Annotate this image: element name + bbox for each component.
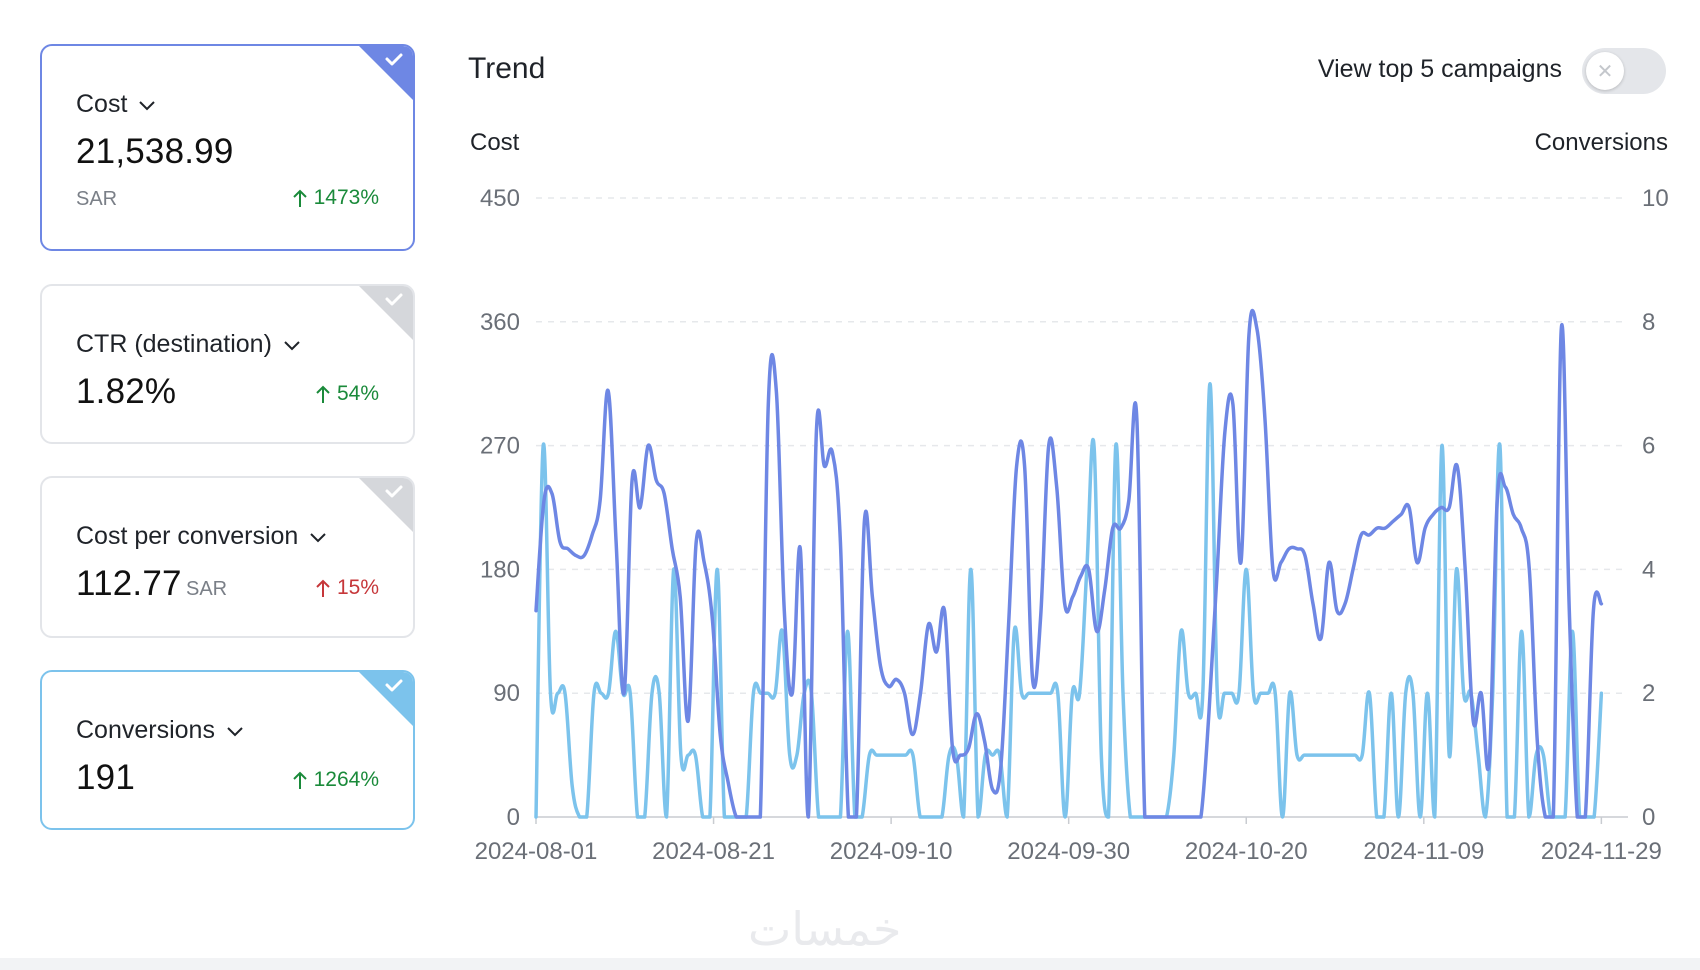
selected-corner-check-icon: [357, 46, 413, 102]
left-y-tick-label: 0: [507, 804, 520, 831]
bottom-bar: [0, 958, 1700, 970]
left-y-tick-label: 90: [493, 680, 520, 707]
metric-title-label: CTR (destination): [76, 330, 272, 358]
metric-change-value: 15%: [336, 576, 379, 599]
selected-corner-check-icon: [357, 672, 413, 728]
watermark-text: خمسات: [748, 902, 902, 956]
chevron-down-icon: [139, 100, 156, 110]
metric-title[interactable]: Conversions: [76, 716, 245, 745]
right-y-tick-label: 4: [1642, 556, 1655, 583]
right-y-tick-label: 6: [1642, 433, 1655, 460]
x-tick-label: 2024-08-01: [475, 838, 598, 865]
metric-value: 1.82%: [76, 372, 177, 411]
metric-card-cost-per-conversion[interactable]: Cost per conversion 112.77 SAR 15%: [40, 476, 415, 638]
left-axis-title: Cost: [470, 129, 520, 156]
left-y-tick-label: 180: [480, 556, 520, 583]
conversions-series-line: [534, 381, 1604, 819]
top-campaigns-toggle-label: View top 5 campaigns: [1317, 55, 1562, 83]
metric-card-ctr[interactable]: CTR (destination) 1.82% 54%: [40, 284, 415, 444]
metric-card-conversions[interactable]: Conversions 191 1264%: [40, 670, 415, 830]
metric-title-label: Cost: [76, 90, 128, 118]
metric-title-label: Cost per conversion: [76, 522, 299, 550]
arrow-up-icon: [316, 385, 330, 403]
x-tick-label: 2024-11-29: [1541, 838, 1662, 865]
metric-unit: SAR: [186, 578, 228, 600]
metric-title-label: Conversions: [76, 716, 215, 744]
metric-change: 1473%: [292, 186, 379, 210]
right-y-tick-label: 10: [1642, 185, 1669, 212]
left-y-tick-label: 360: [480, 309, 520, 336]
left-y-tick-label: 450: [480, 185, 520, 212]
right-y-tick-label: 0: [1642, 804, 1655, 831]
toggle-off-x-icon: ✕: [1586, 52, 1624, 90]
metric-change-value: 54%: [336, 382, 379, 405]
metric-change: 54%: [315, 382, 379, 406]
unselected-corner-check-icon: [357, 286, 413, 342]
top-campaigns-toggle[interactable]: ✕: [1582, 48, 1666, 94]
x-tick-label: 2024-09-30: [1007, 838, 1130, 865]
metric-title[interactable]: CTR (destination): [76, 330, 302, 359]
trend-title: Trend: [468, 52, 546, 85]
x-tick-label: 2024-08-21: [652, 838, 775, 865]
right-axis-title: Conversions: [1534, 129, 1668, 156]
metric-title[interactable]: Cost per conversion: [76, 522, 328, 551]
metric-value: 191: [76, 758, 135, 797]
arrow-up-icon: [292, 189, 307, 207]
unselected-corner-check-icon: [357, 478, 413, 534]
right-y-tick-label: 8: [1642, 309, 1655, 336]
x-tick-label: 2024-09-10: [830, 838, 953, 865]
metric-card-cost[interactable]: Cost 21,538.99 SAR 1473%: [40, 44, 415, 251]
trend-chart: 0 0 90 2 180 4 270 6 360 8 450 10 2024-08-01 2024-08-…: [475, 185, 1669, 865]
arrow-up-icon: [316, 579, 330, 597]
metric-title[interactable]: Cost: [76, 90, 157, 119]
chevron-down-icon: [284, 340, 300, 350]
metric-value: 112.77: [76, 564, 182, 603]
metric-change-value: 1264%: [313, 768, 379, 791]
chevron-down-icon: [227, 726, 243, 736]
metric-unit: SAR: [76, 188, 118, 210]
cost-series-line: [534, 308, 1604, 819]
metric-change: 15%: [315, 576, 379, 600]
left-y-tick-label: 270: [480, 433, 520, 460]
metric-change: 1264%: [292, 768, 379, 792]
x-tick-label: 2024-10-20: [1185, 838, 1308, 865]
chevron-down-icon: [310, 532, 327, 542]
arrow-up-icon: [292, 771, 307, 789]
right-y-tick-label: 2: [1642, 680, 1655, 707]
x-tick-label: 2024-11-09: [1363, 838, 1484, 865]
metric-change-value: 1473%: [313, 186, 379, 209]
metric-value: 21,538.99: [76, 132, 234, 171]
